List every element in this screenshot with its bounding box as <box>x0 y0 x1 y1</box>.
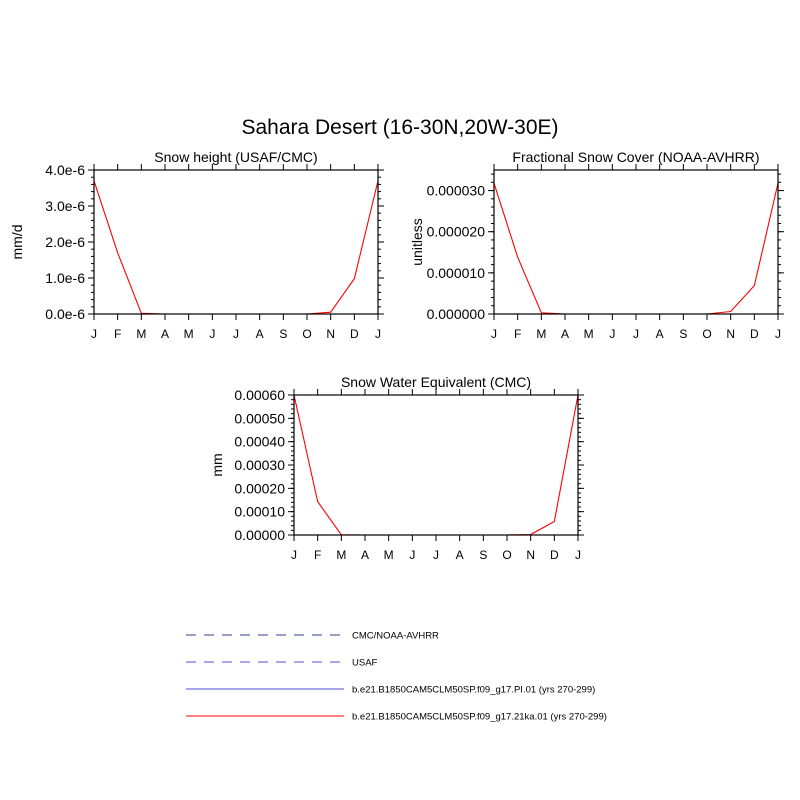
y-tick-label: 3.0e-6 <box>45 198 85 214</box>
x-tick-label: M <box>136 327 146 341</box>
charts-group: Snow height (USAF/CMC) mm/d 0.0e-6 1.0e-6 2.… <box>9 149 784 562</box>
x-tick-label: M <box>336 548 346 562</box>
x-tick-label: N <box>726 327 735 341</box>
chart-panel-1: Snow height (USAF/CMC) mm/d 0.0e-6 1.0e-6 2.… <box>9 149 384 341</box>
x-tick-label: J <box>609 327 615 341</box>
x-tick-label: D <box>550 548 559 562</box>
x-tick-label: A <box>256 327 264 341</box>
x-tick-label: O <box>702 327 711 341</box>
x-tick-label: M <box>584 327 594 341</box>
y-tick-label: 0.00020 <box>234 480 285 496</box>
legend-label: b.e21.B1850CAM5CLM50SP.f09_g17.21ka.01 (… <box>352 712 607 723</box>
x-tick-label: D <box>350 327 359 341</box>
x-tick-label: N <box>326 327 335 341</box>
x-tick-label: J <box>491 327 497 341</box>
y-tick-label: 2.0e-6 <box>45 234 85 250</box>
x-tick-label: J <box>233 327 239 341</box>
x-tick-label: A <box>656 327 664 341</box>
series-line-b-e21-b1850cam5clm50sp-f09-g17-21ka-01-yrs-270-299 <box>493 183 779 315</box>
x-tick-label: M <box>384 548 394 562</box>
chart-title: Snow height (USAF/CMC) <box>154 149 317 165</box>
x-tick-label: J <box>433 548 439 562</box>
x-tick-label: J <box>291 548 297 562</box>
plot-frame <box>293 394 579 536</box>
x-tick-label: N <box>526 548 535 562</box>
plot-frame <box>493 169 779 315</box>
plot-frame <box>93 169 379 315</box>
x-tick-label: J <box>409 548 415 562</box>
y-tick-label: 0.00000 <box>234 527 285 543</box>
x-tick-label: A <box>361 548 369 562</box>
x-tick-label: A <box>161 327 169 341</box>
x-tick-label: J <box>209 327 215 341</box>
y-tick-label: 0.00040 <box>234 434 285 450</box>
chart-panel-2: Fractional Snow Cover (NOAA-AVHRR) unitle… <box>409 149 784 341</box>
x-tick-label: F <box>314 548 321 562</box>
x-tick-label: F <box>114 327 121 341</box>
y-tick-label: 0.000000 <box>427 306 486 322</box>
legend-item: b.e21.B1850CAM5CLM50SP.f09_g17.PI.01 (yr… <box>186 685 595 696</box>
y-tick-label: 0.000030 <box>427 183 486 199</box>
x-tick-label: S <box>679 327 687 341</box>
chart-title: Snow Water Equivalent (CMC) <box>341 374 531 390</box>
x-tick-label: S <box>279 327 287 341</box>
y-tick-label: 0.000020 <box>427 224 486 240</box>
y-axis-label: mm/d <box>9 225 25 260</box>
x-tick-label: D <box>750 327 759 341</box>
x-tick-label: A <box>456 548 464 562</box>
y-tick-label: 4.0e-6 <box>45 162 85 178</box>
x-tick-label: S <box>479 548 487 562</box>
legend-label: b.e21.B1850CAM5CLM50SP.f09_g17.PI.01 (yr… <box>352 685 595 696</box>
x-tick-label: J <box>375 327 381 341</box>
legend-item: CMC/NOAA-AVHRR <box>186 631 439 642</box>
x-tick-label: J <box>633 327 639 341</box>
x-tick-label: A <box>561 327 569 341</box>
x-tick-label: M <box>184 327 194 341</box>
legend: CMC/NOAA-AVHRR USAF b.e21.B1850CAM5CLM50SP… <box>186 631 607 723</box>
x-tick-label: M <box>536 327 546 341</box>
y-tick-label: 0.000010 <box>427 265 486 281</box>
y-tick-label: 0.00060 <box>234 387 285 403</box>
legend-item: b.e21.B1850CAM5CLM50SP.f09_g17.21ka.01 (… <box>186 712 607 723</box>
x-tick-label: O <box>502 548 511 562</box>
y-tick-label: 0.00030 <box>234 457 285 473</box>
x-tick-label: J <box>775 327 781 341</box>
x-tick-label: J <box>91 327 97 341</box>
y-axis-label: mm <box>209 453 225 476</box>
legend-label: USAF <box>352 658 378 669</box>
series-line-b-e21-b1850cam5clm50sp-f09-g17-21ka-01-yrs-270-299 <box>93 180 379 315</box>
x-tick-label: O <box>302 327 311 341</box>
legend-item: USAF <box>186 658 378 669</box>
y-tick-label: 1.0e-6 <box>45 270 85 286</box>
figure-title: Sahara Desert (16-30N,20W-30E) <box>241 116 558 139</box>
y-tick-label: 0.00010 <box>234 504 285 520</box>
chart-title: Fractional Snow Cover (NOAA-AVHRR) <box>512 149 759 165</box>
x-tick-label: J <box>575 548 581 562</box>
chart-panel-3: Snow Water Equivalent (CMC) mm 0.00000 0.00… <box>209 374 584 562</box>
y-tick-label: 0.0e-6 <box>45 306 85 322</box>
series-line-b-e21-b1850cam5clm50sp-f09-g17-21ka-01-yrs-270-299 <box>293 394 579 536</box>
x-tick-label: F <box>514 327 521 341</box>
y-tick-label: 0.00050 <box>234 410 285 426</box>
y-axis-label: unitless <box>409 218 425 265</box>
legend-label: CMC/NOAA-AVHRR <box>352 631 439 642</box>
